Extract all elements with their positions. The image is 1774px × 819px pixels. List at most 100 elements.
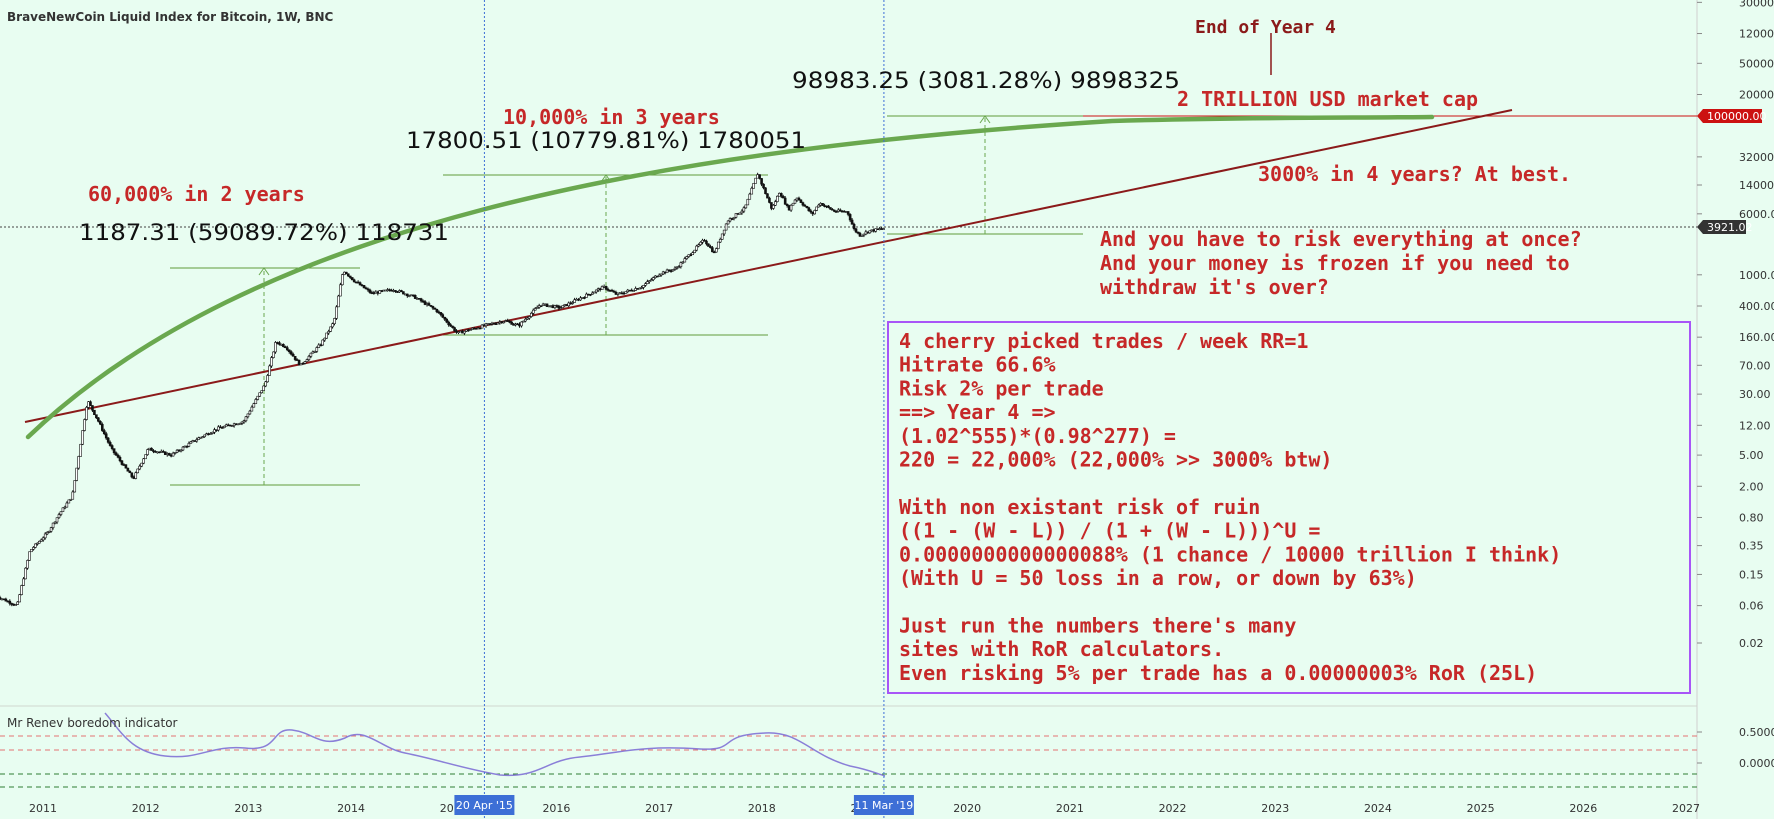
price-candle bbox=[510, 320, 513, 325]
date-marker-badge bbox=[454, 795, 515, 815]
price-candle bbox=[742, 206, 746, 214]
measure-box-3 bbox=[887, 115, 1083, 235]
price-candle bbox=[297, 359, 301, 366]
price-candle bbox=[150, 447, 153, 451]
question-line-2: And your money is frozen if you need to bbox=[1100, 251, 1570, 275]
price-candle bbox=[242, 419, 246, 424]
price-candle bbox=[211, 431, 214, 435]
price-candle bbox=[799, 199, 803, 204]
y-tick-label: 14000.00 bbox=[1739, 179, 1774, 192]
price-candle bbox=[659, 273, 663, 277]
price-candle bbox=[703, 238, 706, 242]
price-candle bbox=[28, 551, 31, 561]
price-candle bbox=[59, 511, 63, 517]
x-tick-label: 2018 bbox=[748, 802, 776, 815]
price-candle bbox=[650, 277, 653, 282]
price-candle bbox=[289, 350, 293, 356]
price-candle bbox=[612, 289, 616, 293]
price-candle bbox=[57, 512, 61, 519]
price-candle bbox=[81, 430, 84, 446]
price-candle bbox=[230, 425, 234, 427]
price-candle bbox=[313, 350, 317, 353]
price-candle bbox=[433, 307, 437, 310]
price-candle bbox=[26, 559, 29, 570]
price-candle bbox=[22, 577, 25, 586]
price-candle bbox=[779, 192, 783, 199]
price-candle bbox=[309, 352, 313, 359]
price-candle bbox=[850, 218, 854, 225]
price-candle bbox=[30, 548, 33, 553]
price-candle bbox=[325, 332, 328, 339]
price-candle bbox=[622, 291, 626, 295]
price-candle bbox=[463, 330, 466, 336]
price-candle bbox=[83, 418, 86, 432]
y-tick-label: 3000000.00 bbox=[1739, 0, 1774, 9]
price-candle bbox=[341, 273, 344, 286]
price-candle bbox=[862, 233, 866, 238]
price-candle bbox=[856, 231, 860, 235]
price-candle bbox=[449, 323, 452, 327]
price-candle bbox=[783, 196, 787, 205]
price-candle bbox=[301, 362, 305, 365]
measure-box-2 bbox=[443, 174, 768, 336]
price-candle bbox=[752, 182, 755, 189]
price-candle bbox=[293, 356, 297, 362]
price-candle bbox=[189, 440, 193, 444]
price-candle bbox=[136, 468, 140, 474]
price-candle bbox=[571, 300, 574, 305]
price-candle bbox=[73, 480, 77, 493]
price-candle bbox=[213, 427, 216, 435]
y-tick-label: 70.00 bbox=[1739, 359, 1771, 372]
price-candle bbox=[882, 227, 885, 230]
price-candle bbox=[813, 209, 817, 215]
price-candle bbox=[307, 354, 311, 362]
price-candle bbox=[715, 247, 718, 253]
price-candle bbox=[53, 521, 57, 525]
price-candle bbox=[364, 286, 368, 290]
price-candle bbox=[167, 452, 171, 456]
price-candle bbox=[716, 241, 720, 250]
price-candle bbox=[321, 339, 325, 346]
price-candle bbox=[567, 301, 571, 308]
price-candle bbox=[0, 595, 2, 601]
price-tag-target bbox=[1697, 109, 1762, 123]
price-candle bbox=[39, 538, 43, 542]
trend-line bbox=[24, 109, 1513, 423]
price-candle bbox=[32, 546, 35, 551]
price-candle bbox=[522, 320, 525, 323]
info-box-line: 220 = 22,000% (22,000% >> 3000% btw) bbox=[899, 448, 1332, 472]
y-tick-label: 0.06 bbox=[1739, 600, 1764, 613]
info-box-line: (1.02^555)*(0.98^277) = bbox=[899, 424, 1176, 448]
measure-1-label: 1187.31 (59089.72%) 118731 bbox=[79, 221, 449, 246]
price-candle bbox=[557, 304, 561, 311]
price-candle bbox=[130, 472, 134, 479]
price-candle bbox=[429, 305, 433, 308]
price-candle bbox=[118, 455, 122, 463]
price-candle bbox=[726, 220, 730, 225]
price-candle bbox=[362, 285, 366, 289]
info-box-line: ==> Year 4 => bbox=[899, 400, 1056, 424]
price-candle bbox=[65, 501, 69, 508]
price-candle bbox=[785, 203, 789, 208]
info-box-line: Hitrate 66.6% bbox=[899, 353, 1056, 377]
pct-2y-label: 60,000% in 2 years bbox=[88, 182, 305, 206]
info-box-line: Even risking 5% per trade has a 0.000000… bbox=[899, 661, 1537, 685]
price-candle bbox=[852, 222, 856, 231]
price-candle bbox=[585, 292, 588, 298]
price-candle bbox=[447, 320, 450, 327]
price-candle bbox=[185, 445, 189, 449]
price-candle bbox=[413, 294, 417, 299]
price-candle bbox=[827, 205, 830, 209]
price-candle bbox=[644, 282, 647, 287]
price-candle bbox=[358, 281, 362, 286]
x-tick-label: 2025 bbox=[1467, 802, 1495, 815]
price-candle bbox=[528, 315, 531, 320]
price-candle bbox=[809, 208, 813, 214]
price-candle bbox=[589, 294, 592, 297]
price-candle bbox=[732, 216, 736, 221]
x-tick-label: 2011 bbox=[29, 802, 57, 815]
price-candle bbox=[179, 449, 183, 453]
price-candle bbox=[282, 343, 285, 348]
price-candle bbox=[657, 273, 661, 277]
